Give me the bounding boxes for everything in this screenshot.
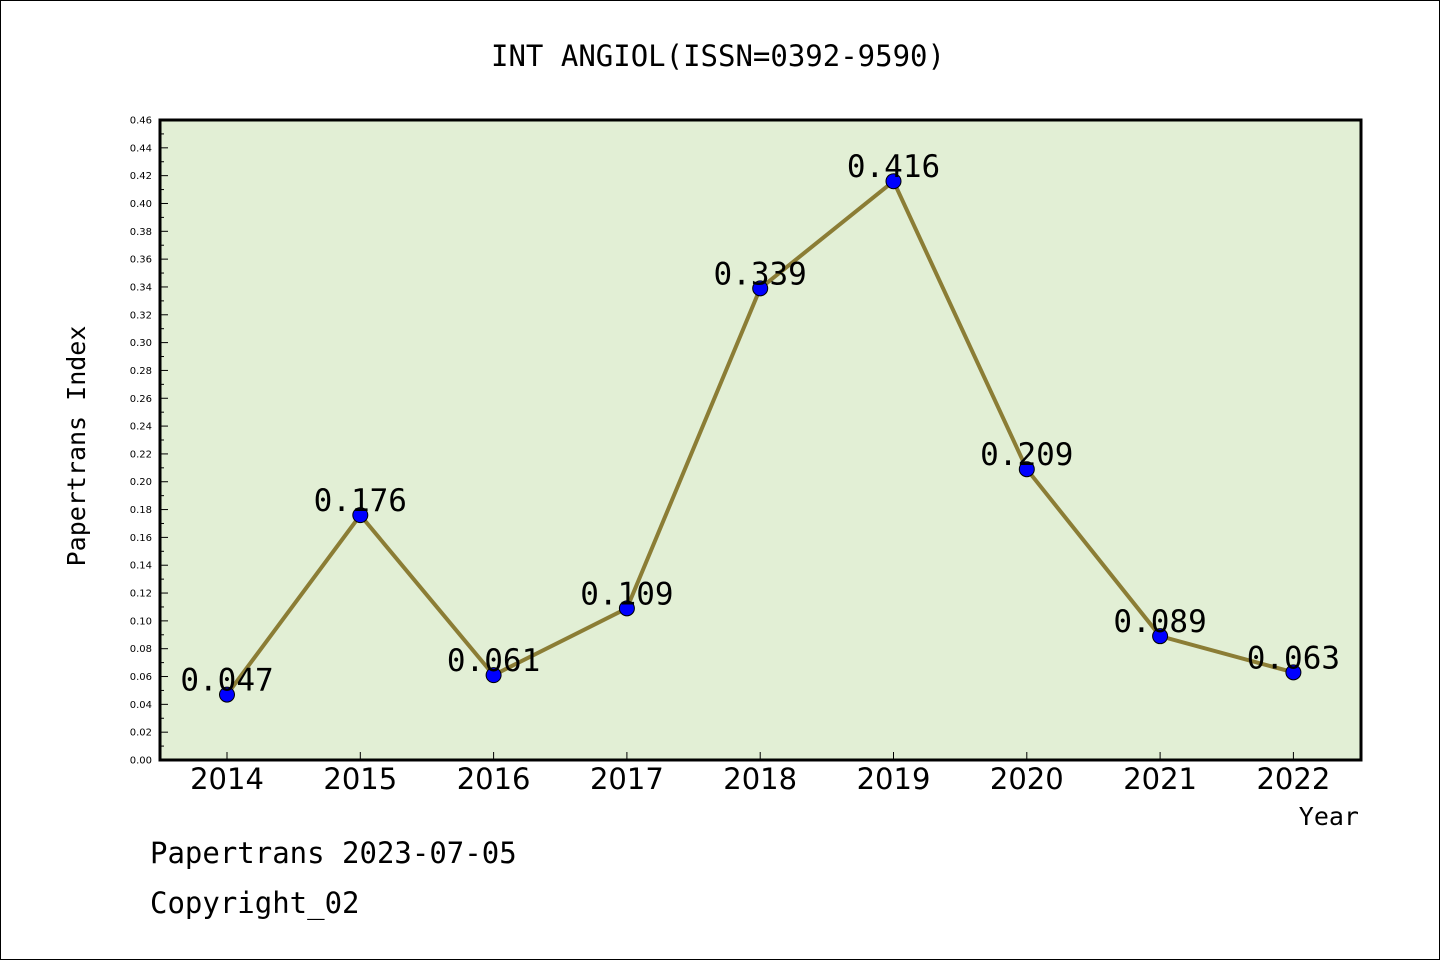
x-tick-label: 2016 xyxy=(457,762,531,796)
x-tick-label: 2022 xyxy=(1256,762,1330,796)
footer-date: Papertrans 2023-07-05 xyxy=(150,836,517,870)
data-point xyxy=(1285,664,1302,681)
y-tick-label: 0.12 xyxy=(130,589,152,600)
data-label: 0.063 xyxy=(1247,640,1340,676)
y-tick-label: 0.02 xyxy=(130,728,152,739)
x-tick-label: 2018 xyxy=(723,762,797,796)
x-axis-label: Year xyxy=(1299,802,1359,831)
data-point xyxy=(618,600,635,617)
x-tick-label: 2017 xyxy=(590,762,664,796)
data-point xyxy=(1018,461,1035,478)
y-tick-label: 0.46 xyxy=(130,116,152,127)
data-label: 0.416 xyxy=(847,149,940,185)
y-tick-label: 0.10 xyxy=(130,616,152,627)
x-tick-label: 2014 xyxy=(190,762,264,796)
y-tick-label: 0.28 xyxy=(130,366,152,377)
x-axis-ticks: 2014 2015 2016 2017 2018 2019 2020 2021 2022 xyxy=(190,752,1330,796)
y-tick-label: 0.00 xyxy=(130,756,152,767)
data-point xyxy=(885,173,902,190)
y-tick-label: 0.36 xyxy=(130,255,152,266)
plot-area xyxy=(160,120,1361,760)
data-label: 0.209 xyxy=(980,437,1073,473)
y-tick-label: 0.32 xyxy=(130,310,152,321)
y-tick-label: 0.30 xyxy=(130,338,152,349)
y-axis-label: Papertrans Index xyxy=(62,326,91,567)
data-label: 0.061 xyxy=(447,643,540,679)
y-tick-label: 0.38 xyxy=(130,227,152,238)
y-tick-label: 0.26 xyxy=(130,394,152,405)
y-tick-label: 0.18 xyxy=(130,505,152,516)
y-tick-label: 0.20 xyxy=(130,477,152,488)
y-tick-label: 0.40 xyxy=(130,199,152,210)
footer-copyright: Copyright_02 xyxy=(150,886,360,920)
chart-title: INT ANGIOL(ISSN=0392-9590) xyxy=(491,39,945,73)
data-label: 0.089 xyxy=(1113,604,1206,640)
y-tick-label: 0.16 xyxy=(130,533,152,544)
y-tick-label: 0.44 xyxy=(130,143,152,154)
y-tick-label: 0.06 xyxy=(130,672,152,683)
y-tick-label: 0.42 xyxy=(130,171,152,182)
data-point xyxy=(485,667,502,684)
x-tick-label: 2020 xyxy=(990,762,1064,796)
y-tick-label: 0.04 xyxy=(130,700,152,711)
data-label: 0.176 xyxy=(314,483,407,519)
y-tick-label: 0.34 xyxy=(130,282,152,293)
data-labels: 0.047 0.176 0.061 0.109 0.339 0.416 0.209 0.089… xyxy=(180,149,1340,698)
data-label: 0.047 xyxy=(180,663,273,699)
data-label: 0.109 xyxy=(580,576,673,612)
y-tick-label: 0.24 xyxy=(130,422,152,433)
x-tick-label: 2021 xyxy=(1123,762,1197,796)
x-tick-label: 2015 xyxy=(323,762,397,796)
data-point xyxy=(352,507,369,524)
x-tick-label: 2019 xyxy=(857,762,931,796)
data-points xyxy=(219,173,1302,703)
data-label: 0.339 xyxy=(714,256,807,292)
data-point xyxy=(752,280,769,297)
y-tick-label: 0.14 xyxy=(130,561,152,572)
y-tick-label: 0.08 xyxy=(130,644,152,655)
data-point xyxy=(219,686,235,703)
plot-border xyxy=(158,118,1363,762)
y-tick-label: 0.22 xyxy=(130,449,152,460)
data-point xyxy=(1152,628,1169,645)
y-axis-ticks: 0.00 0.02 0.04 0.06 0.08 0.10 0.12 0.14 0.16 0.18… xyxy=(130,116,168,767)
